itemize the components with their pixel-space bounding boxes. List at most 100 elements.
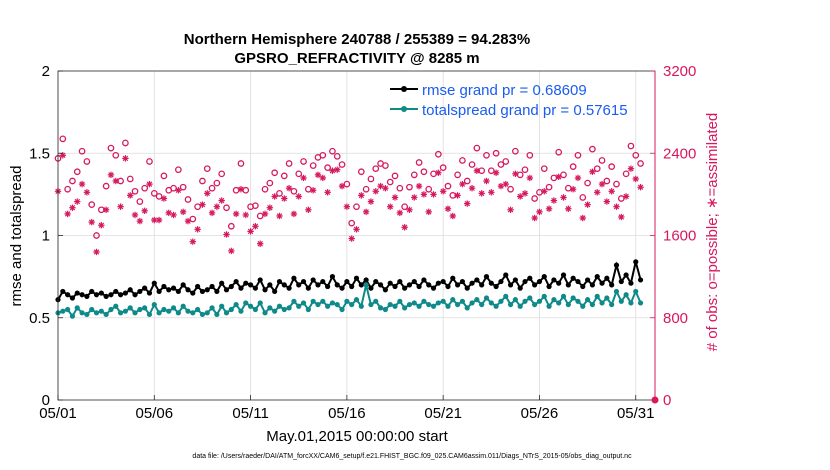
obs-assimilated-point (199, 201, 206, 208)
obs-assimilated-point (430, 191, 437, 198)
axis-ticks: 05/01 05/06 05/11 05/16 05/21 05/26 05/31 0 0.5 1… (29, 63, 696, 422)
totalspread-point (349, 301, 355, 308)
totalspread-point (161, 306, 167, 313)
obs-possible-point (555, 148, 563, 156)
obs-assimilated-point (348, 235, 355, 242)
obs-possible-point (574, 151, 582, 159)
rmse-point (108, 292, 114, 298)
rmse-point (296, 282, 302, 288)
totalspread-point (113, 303, 119, 309)
obs-assimilated-point (218, 197, 225, 204)
obs-possible-point (276, 189, 283, 197)
rmse-point (84, 293, 90, 299)
obs-assimilated-point (618, 213, 625, 221)
rmse-point (353, 275, 360, 281)
rmse-point (137, 288, 143, 295)
totalspread-point (546, 303, 552, 309)
rmse-point (204, 287, 210, 293)
rmse-point (445, 283, 451, 290)
totalspread-point (479, 301, 485, 308)
rmse-point (483, 274, 490, 280)
totalspread-point (252, 306, 258, 313)
obs-count-series (54, 135, 644, 256)
totalspread-point (65, 306, 71, 313)
rmse-point (628, 280, 634, 286)
rmse-point (507, 282, 514, 288)
obs-assimilated-point (146, 180, 153, 188)
totalspread-point (132, 310, 138, 316)
rmse-point (358, 282, 364, 288)
obs-assimilated-point (516, 193, 524, 200)
obs-assimilated-point (228, 247, 235, 255)
y-right-tick-label: 3200 (663, 63, 696, 80)
rmse-point (291, 275, 297, 281)
obs-assimilated-point (122, 155, 129, 162)
totalspread-point (219, 303, 225, 309)
rmse-point (276, 278, 283, 285)
obs-assimilated-point (637, 183, 644, 191)
obs-possible-point (252, 202, 259, 210)
obs-possible-point (415, 159, 423, 166)
totalspread-point (584, 297, 591, 303)
obs-possible-point (271, 169, 279, 177)
obs-assimilated-point (372, 188, 379, 195)
obs-assimilated-point (531, 214, 538, 222)
obs-assimilated-point (232, 210, 240, 218)
totalspread-point (623, 292, 629, 298)
obs-assimilated-point (295, 193, 302, 200)
rmse-point (623, 272, 629, 278)
rmse-point (421, 277, 427, 283)
rmse-point (406, 282, 413, 288)
obs-possible-point (208, 184, 216, 192)
rmse-point (498, 278, 504, 285)
rmse-point (373, 278, 379, 285)
rmse-point (450, 275, 456, 281)
obs-assimilated-point (78, 180, 86, 188)
obs-assimilated-point (464, 200, 471, 207)
rmse-point (455, 282, 461, 288)
rmse-point (156, 288, 162, 295)
totalspread-point (551, 297, 557, 303)
rmse-point (272, 288, 278, 295)
obs-assimilated-point (622, 193, 630, 200)
totalspread-point (498, 298, 504, 304)
totalspread-point (257, 300, 263, 306)
obs-possible-point (150, 189, 158, 197)
rmse-point (60, 288, 66, 295)
rmse-point (334, 282, 340, 288)
obs-possible-point (637, 160, 644, 167)
rmse-point (599, 280, 605, 286)
rmse-point (142, 285, 148, 291)
totalspread-point (228, 306, 234, 313)
obs-assimilated-point (343, 203, 351, 210)
totalspread-point (363, 282, 369, 288)
rmse-point (305, 285, 311, 291)
obs-possible-point (309, 162, 317, 169)
totalspread-point (459, 298, 466, 304)
rmse-point (527, 275, 533, 281)
data-file-footnote: data file: /Users/raeder/DAI/ATM_forcXX/… (192, 453, 632, 460)
obs-possible-point (141, 184, 149, 192)
obs-possible-point (88, 201, 96, 209)
totalspread-point (618, 298, 624, 304)
obs-possible-point (353, 203, 360, 211)
obs-possible-point (329, 147, 336, 155)
obs-possible-point (223, 204, 230, 212)
obs-possible-point (59, 135, 67, 143)
obs-possible-point (69, 177, 76, 185)
y-right-tick-label: 2400 (663, 145, 696, 162)
obs-assimilated-point (189, 238, 197, 245)
totalspread-point (580, 303, 586, 309)
totalspread-point (300, 300, 307, 306)
totalspread-point (368, 301, 374, 308)
totalspread-point (310, 298, 316, 304)
totalspread-point (329, 300, 336, 306)
rmse-point (551, 277, 557, 283)
rmse-point (488, 280, 494, 286)
rmse-point (517, 285, 523, 291)
obs-possible-point (348, 219, 356, 227)
totalspread-point (151, 301, 157, 308)
obs-possible-point (439, 164, 447, 171)
totalspread-point (60, 308, 66, 314)
obs-possible-point (179, 183, 187, 191)
